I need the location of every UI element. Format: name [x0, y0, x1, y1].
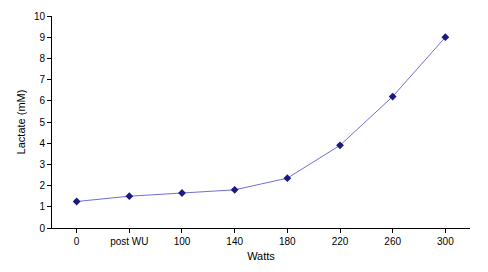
- svg-text:1: 1: [39, 201, 45, 212]
- svg-text:Watts: Watts: [247, 250, 275, 262]
- svg-text:260: 260: [384, 236, 401, 247]
- svg-text:140: 140: [226, 236, 243, 247]
- svg-text:180: 180: [279, 236, 296, 247]
- svg-text:300: 300: [437, 236, 454, 247]
- svg-text:9: 9: [39, 32, 45, 43]
- svg-text:8: 8: [39, 53, 45, 64]
- svg-text:0: 0: [74, 236, 80, 247]
- svg-text:100: 100: [174, 236, 191, 247]
- svg-text:5: 5: [39, 117, 45, 128]
- svg-text:3: 3: [39, 159, 45, 170]
- svg-text:0: 0: [39, 223, 45, 234]
- svg-text:post WU: post WU: [110, 236, 148, 247]
- svg-text:2: 2: [39, 180, 45, 191]
- svg-text:10: 10: [34, 11, 46, 22]
- svg-text:6: 6: [39, 95, 45, 106]
- svg-text:220: 220: [332, 236, 349, 247]
- svg-text:Lactate (mM): Lactate (mM): [15, 90, 27, 155]
- svg-text:7: 7: [39, 74, 45, 85]
- svg-text:4: 4: [39, 138, 45, 149]
